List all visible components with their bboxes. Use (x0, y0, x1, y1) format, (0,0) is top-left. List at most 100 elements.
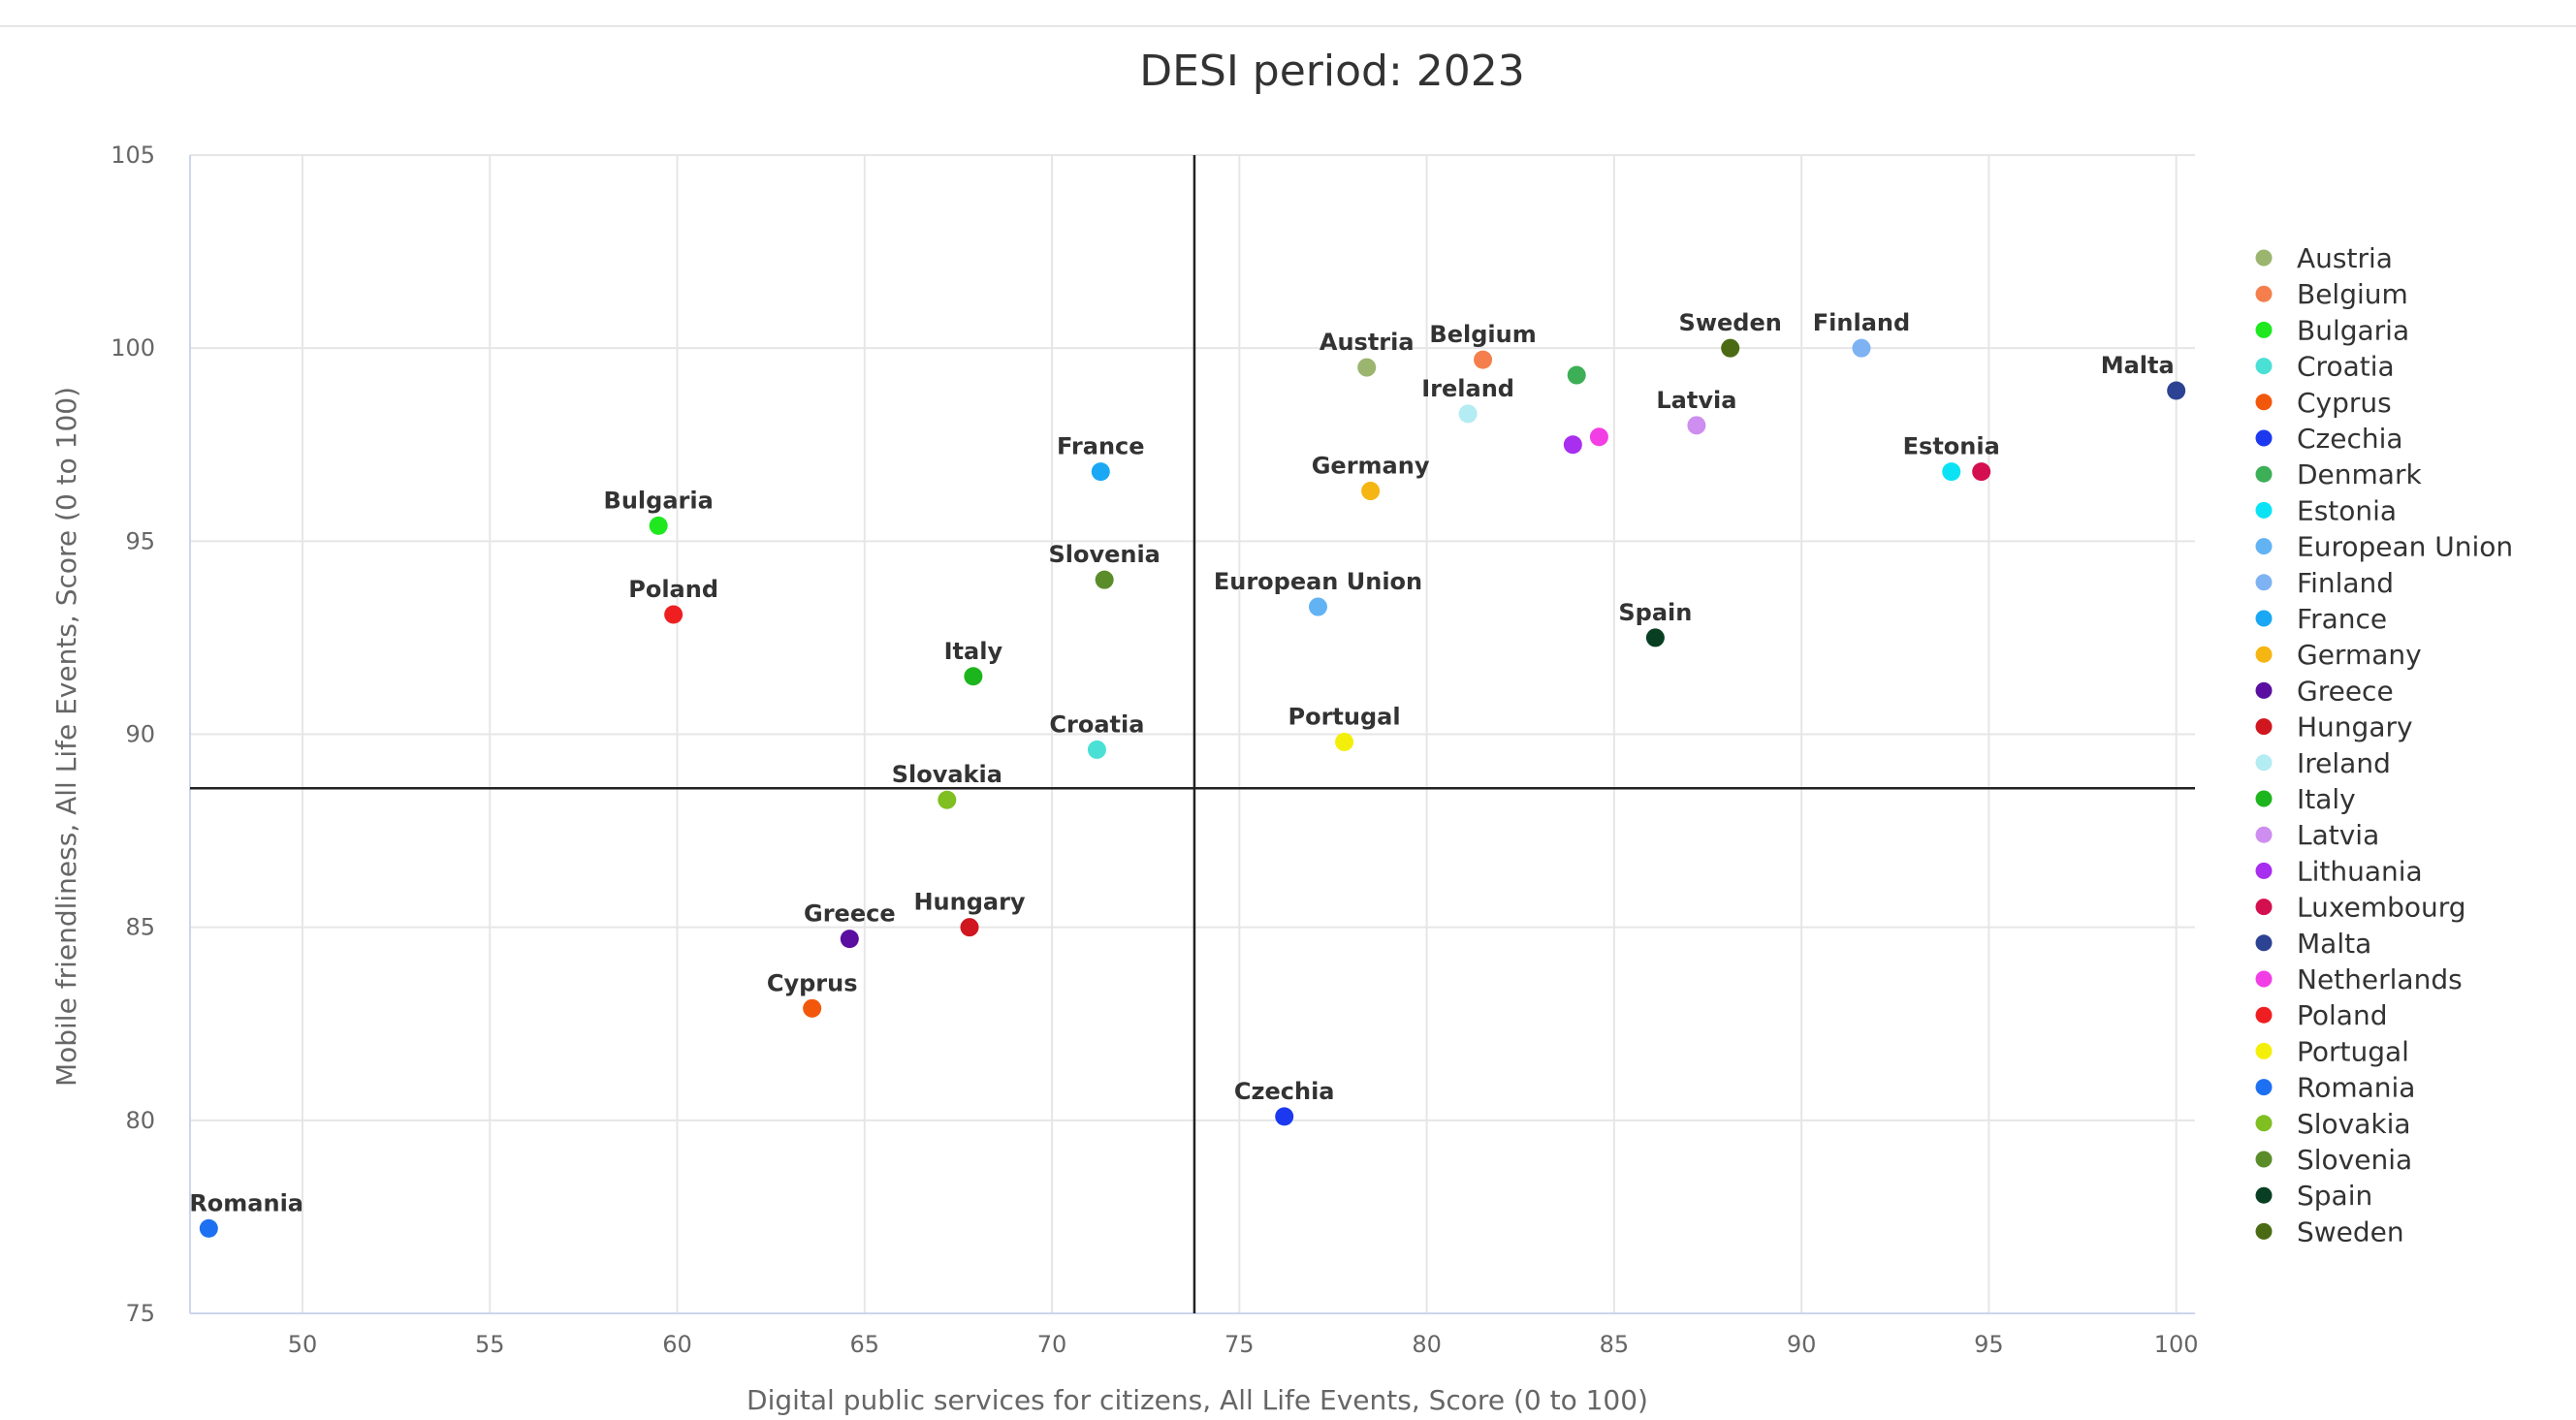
legend-item-italy: Italy (2297, 783, 2356, 815)
legend-item-slovenia: Slovenia (2297, 1144, 2412, 1176)
point-labels: Austria Belgium Bulgaria Croatia Cyprus Czech… (189, 309, 2174, 1216)
legend-marker-italy (2255, 790, 2273, 807)
y-tick-label: 100 (111, 334, 155, 362)
legend-marker-slovenia (2255, 1151, 2273, 1168)
legend-item-slovakia: Slovakia (2297, 1108, 2411, 1140)
legend-marker-greece (2255, 681, 2273, 699)
legend-item-germany: Germany (2297, 639, 2422, 671)
x-tick-label: 60 (662, 1331, 692, 1358)
legend-marker-malta (2255, 934, 2273, 952)
point-bulgaria (649, 516, 668, 535)
legend-item-austria: Austria (2297, 242, 2393, 274)
point-label-romania: Romania (189, 1189, 303, 1216)
legend-marker-romania (2255, 1079, 2273, 1096)
legend-item-france: France (2297, 603, 2387, 635)
legend-item-luxembourg: Luxembourg (2297, 892, 2466, 924)
legend-marker-hungary (2255, 718, 2273, 736)
point-romania (199, 1218, 218, 1238)
point-label-bulgaria: Bulgaria (604, 487, 714, 514)
legend-item-greece: Greece (2297, 675, 2394, 707)
x-tick-label: 80 (1412, 1331, 1442, 1358)
point-label-slovenia: Slovenia (1048, 541, 1160, 568)
point-germany (1361, 482, 1381, 501)
legend-marker-france (2255, 610, 2273, 627)
point-label-france: France (1057, 433, 1144, 460)
point-ireland (1458, 404, 1478, 424)
legend-marker-austria (2255, 249, 2273, 267)
point-label-latvia: Latvia (1656, 387, 1736, 414)
legend-marker-spain (2255, 1186, 2273, 1204)
legend-item-portugal: Portugal (2297, 1035, 2409, 1067)
point-slovenia (1095, 570, 1114, 589)
point-label-european-union: European Union (1214, 568, 1422, 595)
legend-marker-finland (2255, 574, 2273, 591)
data-points (199, 338, 2186, 1238)
point-hungary (960, 918, 979, 937)
legend-item-denmark: Denmark (2297, 458, 2422, 490)
reference-lines (190, 155, 2195, 1313)
point-italy (964, 667, 983, 686)
legend-marker-sweden (2255, 1222, 2273, 1240)
x-tick-label: 100 (2154, 1331, 2199, 1358)
point-european-union (1308, 597, 1327, 616)
legend-marker-portugal (2255, 1042, 2273, 1059)
x-tick-label: 65 (850, 1331, 880, 1358)
legend-marker-bulgaria (2255, 321, 2273, 338)
point-label-belgium: Belgium (1429, 321, 1536, 348)
point-cyprus (803, 998, 822, 1018)
legend-item-sweden: Sweden (2297, 1215, 2404, 1247)
point-label-hungary: Hungary (913, 889, 1025, 916)
y-tick-label: 80 (125, 1107, 155, 1134)
legend-marker-slovakia (2255, 1115, 2273, 1132)
legend-item-belgium: Belgium (2297, 278, 2408, 310)
x-tick-label: 90 (1787, 1331, 1817, 1358)
point-label-estonia: Estonia (1903, 433, 2000, 460)
point-luxembourg (1972, 462, 1991, 482)
legend-marker-luxembourg (2255, 899, 2273, 916)
legend-marker-netherlands (2255, 970, 2273, 988)
point-label-portugal: Portugal (1288, 703, 1401, 730)
point-france (1091, 462, 1110, 482)
point-czechia (1275, 1107, 1294, 1126)
point-label-germany: Germany (1312, 453, 1430, 480)
legend-marker-cyprus (2255, 394, 2273, 411)
legend-marker-belgium (2255, 285, 2273, 302)
point-croatia (1087, 740, 1106, 759)
legend-marker-croatia (2255, 358, 2273, 375)
point-label-cyprus: Cyprus (767, 969, 858, 996)
y-tick-label: 90 (125, 721, 155, 748)
point-label-ireland: Ireland (1421, 375, 1514, 402)
x-axis-title: Digital public services for citizens, Al… (747, 1384, 1648, 1416)
legend-item-bulgaria: Bulgaria (2297, 314, 2409, 346)
point-label-greece: Greece (804, 900, 896, 928)
legend: Austria Belgium Bulgaria Croatia Cyprus Czech… (2255, 242, 2513, 1247)
y-axis-title: Mobile friendliness, All Life Events, Sc… (50, 387, 82, 1087)
x-tick-label: 85 (1600, 1331, 1630, 1358)
y-tick-label: 85 (125, 914, 155, 941)
legend-item-cyprus: Cyprus (2297, 387, 2392, 419)
legend-item-poland: Poland (2297, 999, 2387, 1031)
y-tick-label: 75 (125, 1300, 155, 1327)
point-netherlands (1589, 427, 1608, 447)
legend-item-czechia: Czechia (2297, 423, 2403, 455)
point-poland (664, 605, 684, 624)
point-lithuania (1563, 435, 1582, 455)
legend-item-spain: Spain (2297, 1180, 2372, 1212)
legend-marker-czechia (2255, 429, 2273, 447)
point-label-malta: Malta (2101, 352, 2175, 379)
x-tick-label: 70 (1037, 1331, 1067, 1358)
chart-title: DESI period: 2023 (1139, 47, 1525, 96)
point-label-italy: Italy (944, 638, 1003, 665)
legend-item-latvia: Latvia (2297, 819, 2379, 851)
point-denmark (1567, 365, 1586, 385)
point-finland (1852, 338, 1871, 358)
legend-marker-latvia (2255, 826, 2273, 843)
legend-item-romania: Romania (2297, 1072, 2415, 1104)
legend-item-malta: Malta (2297, 928, 2371, 960)
point-malta (2167, 381, 2186, 400)
x-tick-label: 95 (1974, 1331, 2004, 1358)
x-tick-label: 55 (475, 1331, 505, 1358)
point-label-finland: Finland (1813, 309, 1910, 336)
point-latvia (1687, 416, 1706, 435)
